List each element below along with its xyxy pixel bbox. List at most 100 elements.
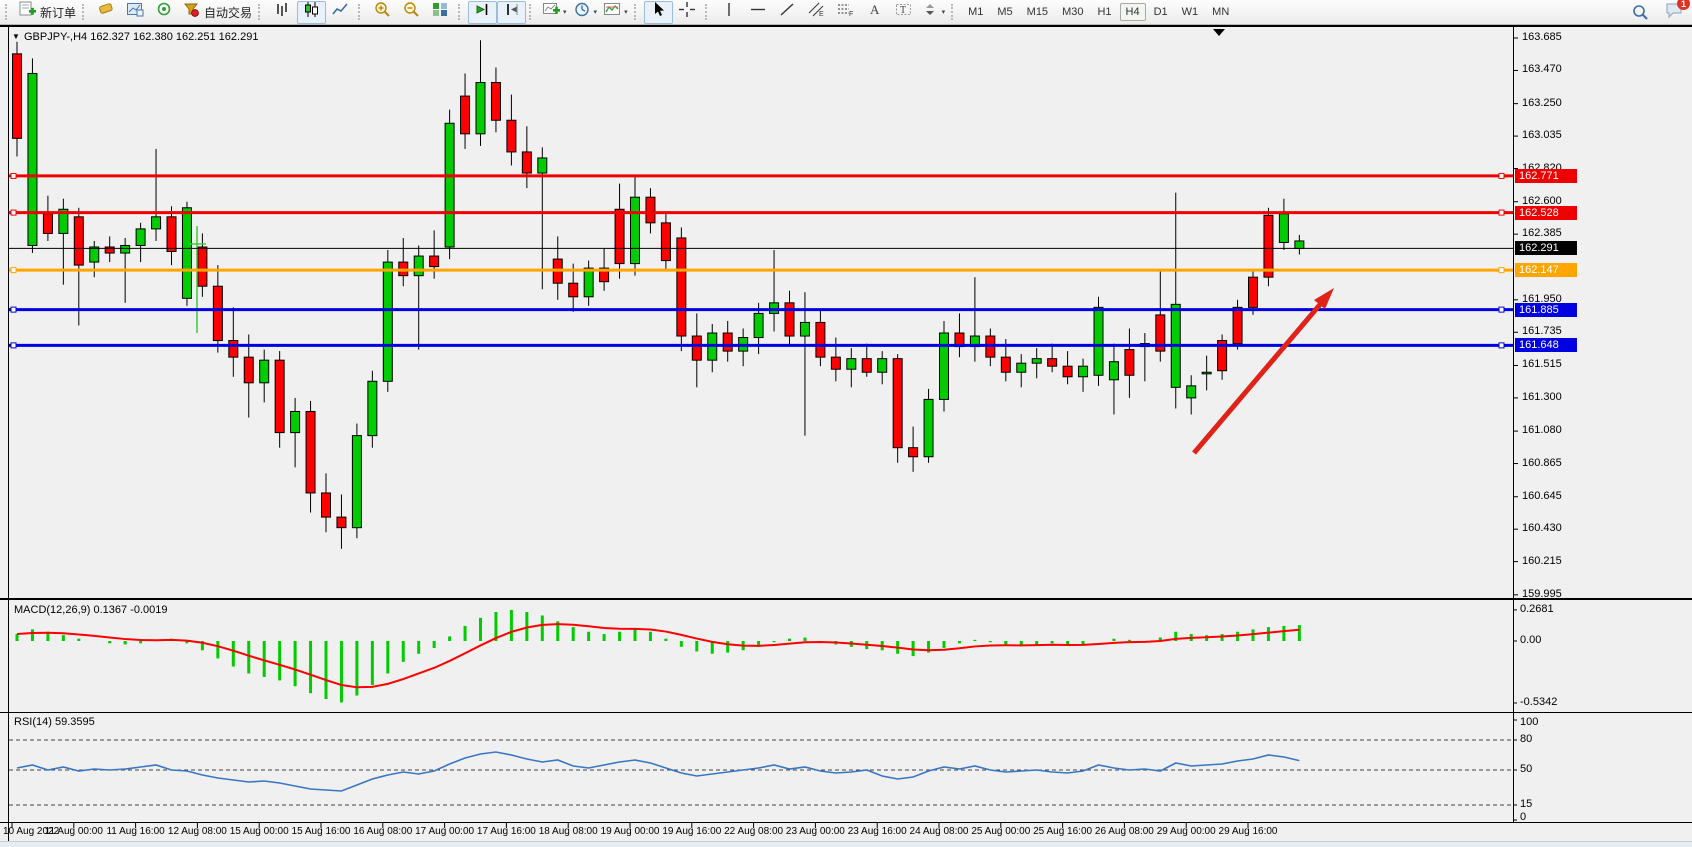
candle-body bbox=[861, 358, 872, 373]
window-top-border bbox=[0, 25, 1692, 27]
svg-text:F: F bbox=[849, 11, 853, 18]
chart-plot[interactable] bbox=[9, 27, 1513, 598]
candle-body bbox=[784, 302, 795, 337]
line-anchor-icon[interactable] bbox=[1498, 209, 1505, 216]
svg-text:A: A bbox=[870, 2, 880, 17]
candle-body bbox=[274, 359, 285, 434]
candle-body bbox=[460, 95, 471, 135]
candle-body bbox=[799, 321, 810, 337]
line-anchor-icon[interactable] bbox=[10, 209, 17, 216]
timeframe-button-H4[interactable]: H4 bbox=[1119, 3, 1146, 21]
toolbar-button-text-label[interactable]: T bbox=[889, 1, 918, 24]
toolbar-button-periods[interactable]: ▾ bbox=[570, 1, 601, 24]
toolbar-button-styler[interactable] bbox=[92, 1, 121, 24]
auto-scroll-icon bbox=[473, 1, 492, 23]
toolbar-grip bbox=[633, 4, 640, 20]
dropdown-arrow-icon[interactable]: ▾ bbox=[941, 9, 946, 16]
toolbar-button-zoom-out[interactable] bbox=[397, 1, 426, 24]
toolbar-button-zoom-in[interactable] bbox=[368, 1, 397, 24]
candle-body bbox=[939, 332, 949, 400]
timeframe-button-M5[interactable]: M5 bbox=[997, 6, 1013, 18]
dropdown-arrow-icon[interactable]: ▾ bbox=[624, 9, 628, 16]
dropdown-arrow-icon[interactable]: ▾ bbox=[563, 9, 567, 16]
toolbar-button-vertical-line[interactable] bbox=[715, 1, 744, 24]
toolbar-button-autotrading[interactable]: 自动交易 bbox=[179, 1, 255, 24]
candle-body bbox=[259, 359, 270, 384]
line-chart-icon bbox=[331, 1, 350, 23]
line-anchor-icon[interactable] bbox=[10, 172, 17, 179]
svg-text:E: E bbox=[819, 11, 824, 18]
toolbar-button-bar-chart[interactable] bbox=[268, 1, 297, 24]
macd-panel-separator[interactable] bbox=[0, 598, 1692, 600]
line-anchor-icon[interactable] bbox=[10, 342, 17, 349]
trend-arrow[interactable] bbox=[1192, 299, 1325, 455]
text-icon: A bbox=[865, 1, 884, 23]
timeframe-button-M30[interactable]: M30 bbox=[1062, 6, 1084, 18]
candle-body bbox=[846, 358, 857, 370]
toolbar-button-arrows[interactable]: ▾ bbox=[918, 1, 949, 24]
chart-shift-marker-icon[interactable] bbox=[1213, 29, 1225, 36]
styler-icon bbox=[97, 1, 116, 23]
timeframe-button-W1[interactable]: W1 bbox=[1181, 6, 1199, 18]
toolbar-button-data-window[interactable] bbox=[150, 1, 179, 24]
toolbar-button-equidistant-channel[interactable]: E bbox=[802, 1, 831, 24]
toolbar-button-tile-windows[interactable] bbox=[426, 1, 455, 24]
candle-body bbox=[722, 332, 733, 352]
candle-body bbox=[1294, 240, 1305, 250]
toolbar-button-crosshair[interactable] bbox=[673, 1, 702, 24]
candle-body bbox=[1248, 276, 1258, 308]
toolbar-button-candle-chart[interactable] bbox=[297, 0, 327, 24]
candle-body bbox=[12, 53, 22, 139]
new-chart-icon bbox=[126, 1, 145, 23]
timeframe-button-H1[interactable]: H1 bbox=[1097, 6, 1112, 18]
candle-body bbox=[336, 516, 347, 529]
hline-icon bbox=[749, 1, 768, 23]
toolbar-button-trendline[interactable] bbox=[773, 1, 802, 24]
toolbar-button-auto-scroll[interactable] bbox=[468, 0, 498, 24]
search-icon[interactable] bbox=[1626, 1, 1655, 24]
toolbar-button-line-chart[interactable] bbox=[326, 1, 355, 24]
toolbar-button-text[interactable]: A bbox=[860, 1, 889, 24]
toolbar-button-indicators[interactable]: ▾ bbox=[539, 1, 570, 24]
line-anchor-icon[interactable] bbox=[10, 306, 17, 313]
timeframe-button-D1[interactable]: D1 bbox=[1153, 6, 1168, 18]
notification-badge: 1 bbox=[1677, 0, 1690, 10]
candle-body bbox=[1278, 213, 1289, 243]
toolbar-button-fibonacci[interactable]: F bbox=[831, 1, 860, 24]
line-anchor-icon[interactable] bbox=[1498, 306, 1505, 313]
indicators-icon bbox=[542, 1, 561, 23]
candle-body bbox=[537, 157, 548, 174]
line-anchor-icon[interactable] bbox=[10, 267, 17, 274]
timeframe-button-MN[interactable]: MN bbox=[1212, 6, 1230, 18]
toolbar-grip bbox=[458, 4, 464, 20]
candle-body bbox=[1263, 214, 1274, 278]
rsi-panel-separator[interactable] bbox=[0, 712, 1692, 713]
candle-body bbox=[321, 492, 331, 518]
line-anchor-icon[interactable] bbox=[1498, 267, 1505, 274]
toolbar: 新订单 自动交易 ▾ ▾ ▾ E F A T ▾ M1 M5 M15 M30 H1 H4 D1 W1 MN 1 bbox=[0, 0, 1692, 25]
toolbar-button-label: 新订单 bbox=[40, 5, 77, 20]
new-order-icon bbox=[18, 1, 37, 23]
trend-arrow-head[interactable] bbox=[1314, 288, 1334, 309]
timeframe-button-M15[interactable]: M15 bbox=[1026, 6, 1049, 18]
toolbar-button-templates[interactable]: ▾ bbox=[600, 1, 631, 24]
timeframe-button-M1[interactable]: M1 bbox=[968, 6, 984, 18]
line-anchor-icon[interactable] bbox=[1498, 342, 1505, 349]
zoom-out-icon bbox=[402, 1, 421, 23]
toolbar-button-new-chart[interactable] bbox=[121, 1, 150, 24]
candle-body bbox=[1108, 361, 1119, 381]
macd-label: MACD(12,26,9) 0.1367 -0.0019 bbox=[14, 604, 168, 616]
toolbar-button-new-order[interactable]: 新订单 bbox=[15, 1, 79, 24]
dropdown-arrow-icon[interactable]: ▾ bbox=[593, 9, 598, 16]
toolbar-button-cursor[interactable] bbox=[643, 0, 673, 24]
candle-body bbox=[1078, 365, 1089, 378]
chat-button[interactable]: 1 bbox=[1665, 0, 1690, 23]
chart-dropdown-icon[interactable]: ▼ bbox=[12, 32, 20, 41]
toolbar-grip bbox=[951, 4, 957, 20]
price-axis-line[interactable] bbox=[1513, 27, 1514, 823]
candle-body bbox=[676, 237, 687, 337]
candle-body bbox=[228, 340, 239, 358]
line-anchor-icon[interactable] bbox=[1498, 172, 1505, 179]
toolbar-button-chart-shift[interactable] bbox=[497, 0, 527, 24]
toolbar-button-horizontal-line[interactable] bbox=[744, 1, 773, 24]
